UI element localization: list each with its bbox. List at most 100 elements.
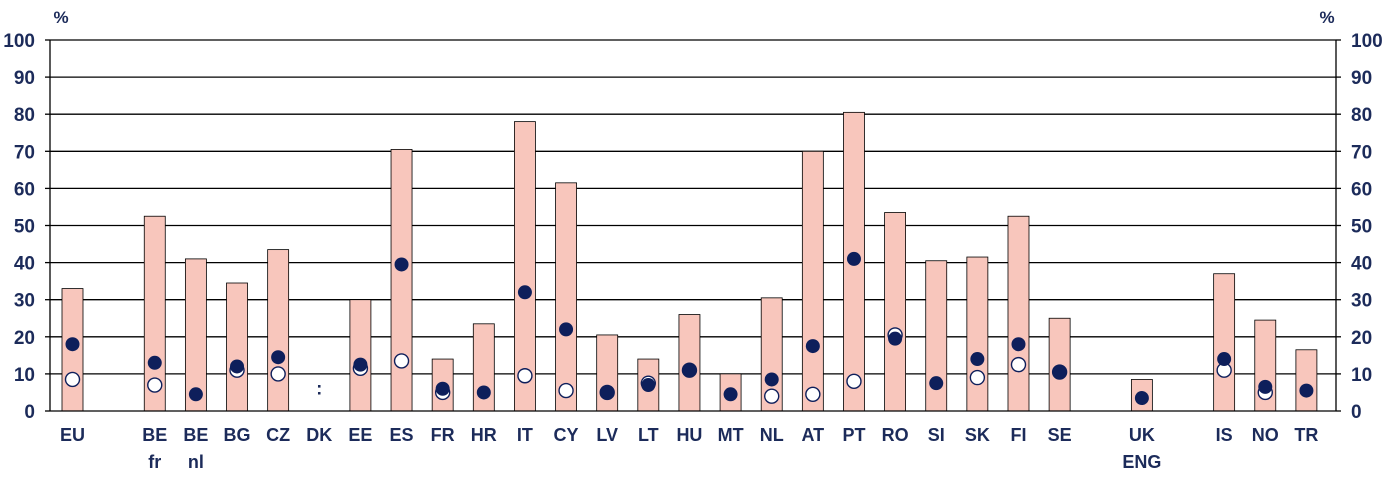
right-unit-label: % — [1319, 8, 1334, 27]
y-tick-label-right: 0 — [1351, 402, 1362, 423]
x-category-label: PT — [842, 425, 865, 445]
x-category-label: NL — [760, 425, 784, 445]
x-category-label: LV — [596, 425, 618, 445]
x-category-label: FI — [1010, 425, 1026, 445]
filled-marker — [435, 381, 450, 396]
y-tick-label-left: 40 — [14, 254, 35, 275]
x-category-label: IS — [1216, 425, 1233, 445]
gridlines — [50, 39, 1336, 375]
x-category-label: BG — [224, 425, 251, 445]
filled-marker — [476, 385, 491, 400]
filled-marker — [353, 357, 368, 372]
filled-marker — [600, 385, 615, 400]
x-category-label: LT — [638, 425, 659, 445]
filled-marker — [682, 363, 697, 378]
x-category-label: MT — [718, 425, 744, 445]
bar — [267, 249, 290, 412]
y-tick-label-right: 70 — [1351, 142, 1372, 163]
y-tick-label-right: 100 — [1351, 31, 1383, 52]
filled-marker — [271, 350, 286, 365]
filled-marker — [1217, 352, 1232, 367]
x-category-label: HR — [471, 425, 497, 445]
x-category-label: EU — [60, 425, 85, 445]
x-category-label: SK — [965, 425, 990, 445]
x-category-label: SI — [928, 425, 945, 445]
filled-marker — [970, 352, 985, 367]
not-available-marker: : — [316, 379, 322, 399]
filled-marker — [805, 339, 820, 354]
filled-marker — [147, 355, 162, 370]
hollow-marker — [517, 368, 533, 384]
bar — [226, 282, 248, 412]
y-tick-label-left: 60 — [14, 179, 35, 200]
y-tick-label-left: 10 — [14, 365, 35, 386]
filled-marker — [641, 378, 656, 393]
x-category-label: AT — [802, 425, 825, 445]
x-category-label: UK — [1129, 425, 1155, 445]
filled-marker — [65, 337, 80, 352]
x-category-label: EE — [348, 425, 372, 445]
y-tick-label-right: 40 — [1351, 254, 1372, 275]
y-tick-label-right: 30 — [1351, 291, 1372, 312]
x-category-sublabel: ENG — [1122, 452, 1161, 472]
y-tick-label-right: 10 — [1351, 365, 1372, 386]
bar — [966, 256, 989, 412]
x-category-label: TR — [1294, 425, 1318, 445]
axes — [45, 39, 1341, 412]
bar — [514, 121, 536, 412]
filled-marker — [1258, 379, 1273, 394]
y-tick-label-right: 90 — [1351, 68, 1372, 89]
filled-marker — [723, 387, 738, 402]
bar — [1007, 215, 1030, 412]
y-tick-label-right: 20 — [1351, 328, 1372, 349]
filled-marker — [188, 387, 203, 402]
filled-marker — [888, 331, 903, 346]
x-category-label: RO — [882, 425, 909, 445]
hollow-marker — [393, 353, 410, 369]
y-tick-label-left: 70 — [14, 142, 35, 163]
bar — [349, 299, 372, 412]
x-category-sublabel: nl — [188, 452, 204, 472]
filled-marker — [394, 257, 409, 272]
x-category-label: HU — [676, 425, 702, 445]
filled-marker — [764, 372, 779, 387]
x-category-label: BE — [183, 425, 208, 445]
filled-marker — [1052, 365, 1067, 380]
filled-marker — [517, 285, 532, 300]
y-tick-label-right: 50 — [1351, 217, 1372, 238]
x-category-label: BE — [142, 425, 167, 445]
x-category-label: NO — [1252, 425, 1279, 445]
bar — [1295, 349, 1318, 412]
hollow-marker — [147, 377, 163, 393]
left-unit-label: % — [53, 8, 68, 27]
hollow-marker — [764, 388, 780, 404]
hollow-marker — [558, 382, 574, 399]
x-category-labels: EU BE fr BE nl BG CZ DK: EE ES FR HR IT CY LV LT HU MT NL A… — [60, 379, 1318, 472]
y-tick-labels: 0 0 10 10 20 20 30 30 40 40 50 50 60 60 70 70 80 80 90 90 10… — [3, 31, 1382, 423]
y-tick-label-left: 50 — [14, 217, 35, 238]
x-category-label: DK — [306, 425, 332, 445]
x-category-sublabel: fr — [148, 452, 161, 472]
y-tick-label-left: 90 — [14, 68, 35, 89]
hollow-marker — [64, 371, 81, 388]
y-tick-label-left: 80 — [14, 105, 35, 126]
x-category-label: IT — [517, 425, 533, 445]
bar — [555, 182, 577, 412]
filled-marker — [559, 322, 574, 337]
hollow-marker — [270, 366, 286, 382]
filled-marker — [1299, 383, 1314, 398]
bar — [390, 149, 413, 412]
x-category-label: SE — [1048, 425, 1072, 445]
y-tick-label-left: 0 — [24, 402, 35, 423]
filled-marker — [230, 359, 245, 374]
hollow-marker — [805, 386, 821, 403]
x-category-label: CY — [554, 425, 579, 445]
y-tick-label-left: 100 — [3, 31, 35, 52]
filled-marker — [1134, 391, 1149, 406]
filled-marker-series — [65, 251, 1314, 406]
hollow-marker — [969, 369, 986, 386]
bar — [884, 212, 906, 412]
x-category-label: CZ — [266, 425, 290, 445]
x-category-label: ES — [390, 425, 414, 445]
